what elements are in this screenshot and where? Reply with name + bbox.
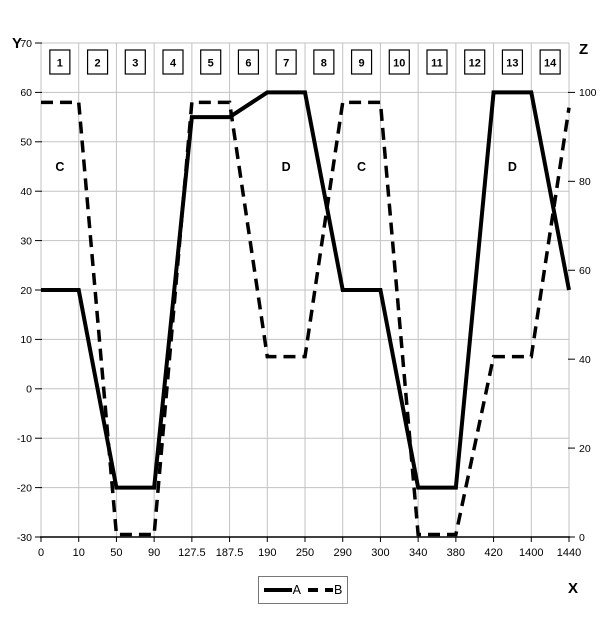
x-tick-label: 90 <box>148 547 160 559</box>
interval-box <box>350 49 373 75</box>
interval-box-label: 5 <box>208 58 214 70</box>
y-tick-label: -30 <box>17 532 32 544</box>
interval-box <box>501 49 524 75</box>
interval-box <box>539 49 561 75</box>
z-tick-label: 20 <box>579 443 591 455</box>
x-tick-label: 380 <box>447 547 465 559</box>
interval-box-label: 7 <box>283 58 289 70</box>
interval-box-label: 11 <box>431 58 443 70</box>
interval-box <box>313 49 335 75</box>
x-tick-label: 1440 <box>557 547 581 559</box>
interval-box-label: 6 <box>245 58 251 70</box>
legend-label-series-a: A <box>292 582 301 597</box>
y-tick-label: 40 <box>20 186 32 198</box>
interval-box-label: 3 <box>132 58 138 70</box>
x-tick-label: 50 <box>110 547 122 559</box>
x-axis-title: X <box>568 580 579 597</box>
y-tick-label: 70 <box>20 38 32 50</box>
interval-box <box>86 49 109 75</box>
region-label: D <box>282 160 291 174</box>
y-axis-title: Y <box>12 35 23 52</box>
z-axis-title: Z <box>579 41 589 58</box>
interval-box-label: 8 <box>321 58 327 70</box>
y-tick-label: 0 <box>26 384 32 396</box>
interval-box-label: 4 <box>170 58 177 70</box>
x-tick-label: 0 <box>38 547 44 559</box>
interval-box <box>237 49 260 75</box>
z-tick-label: 0 <box>579 532 585 544</box>
y-tick-label: 60 <box>20 87 32 99</box>
z-tick-label: 100 <box>579 87 597 99</box>
x-tick-label: 420 <box>484 547 502 559</box>
interval-box <box>124 49 146 75</box>
x-tick-label: 127.5 <box>178 547 206 559</box>
region-label: C <box>357 160 366 174</box>
interval-box-label: 14 <box>544 58 557 70</box>
interval-box-label: 13 <box>506 58 518 70</box>
y-tick-label: 50 <box>20 137 32 149</box>
x-tick-label: 290 <box>334 547 352 559</box>
interval-box-label: 2 <box>95 58 101 70</box>
x-tick-label: 10 <box>73 547 85 559</box>
y-tick-label: 20 <box>20 285 32 297</box>
y-tick-label: -20 <box>17 482 32 494</box>
x-tick-label: 250 <box>296 547 314 559</box>
interval-box-label: 10 <box>393 58 405 70</box>
z-tick-label: 80 <box>579 176 591 188</box>
interval-box <box>200 49 222 75</box>
y-tick-label: 10 <box>20 334 32 346</box>
x-tick-label: 187.5 <box>216 547 244 559</box>
x-tick-label: 340 <box>409 547 427 559</box>
legend-solid-line-sample <box>263 588 292 592</box>
region-label: C <box>55 160 64 174</box>
y-tick-label: -10 <box>17 433 32 445</box>
interval-box <box>388 49 410 75</box>
x-tick-label: 1400 <box>519 547 543 559</box>
y-tick-label: 30 <box>20 235 32 247</box>
z-tick-label: 60 <box>579 265 591 277</box>
interval-box <box>426 49 448 75</box>
series-A-line <box>41 90 571 490</box>
legend: A B <box>258 576 348 604</box>
legend-dashed-line-sample <box>308 588 333 592</box>
interval-box <box>275 49 297 75</box>
interval-box-label: 1 <box>57 58 63 70</box>
x-tick-label: 300 <box>371 547 389 559</box>
interval-box <box>162 49 184 75</box>
region-label: D <box>508 160 517 174</box>
x-tick-label: 190 <box>258 547 276 559</box>
legend-label-series-b: B <box>334 582 343 597</box>
interval-box-label: 9 <box>359 58 365 70</box>
interval-box-label: 12 <box>469 58 481 70</box>
interval-box <box>49 49 71 75</box>
series-B-line <box>41 100 571 537</box>
z-tick-label: 40 <box>579 354 591 366</box>
interval-box <box>464 49 486 75</box>
